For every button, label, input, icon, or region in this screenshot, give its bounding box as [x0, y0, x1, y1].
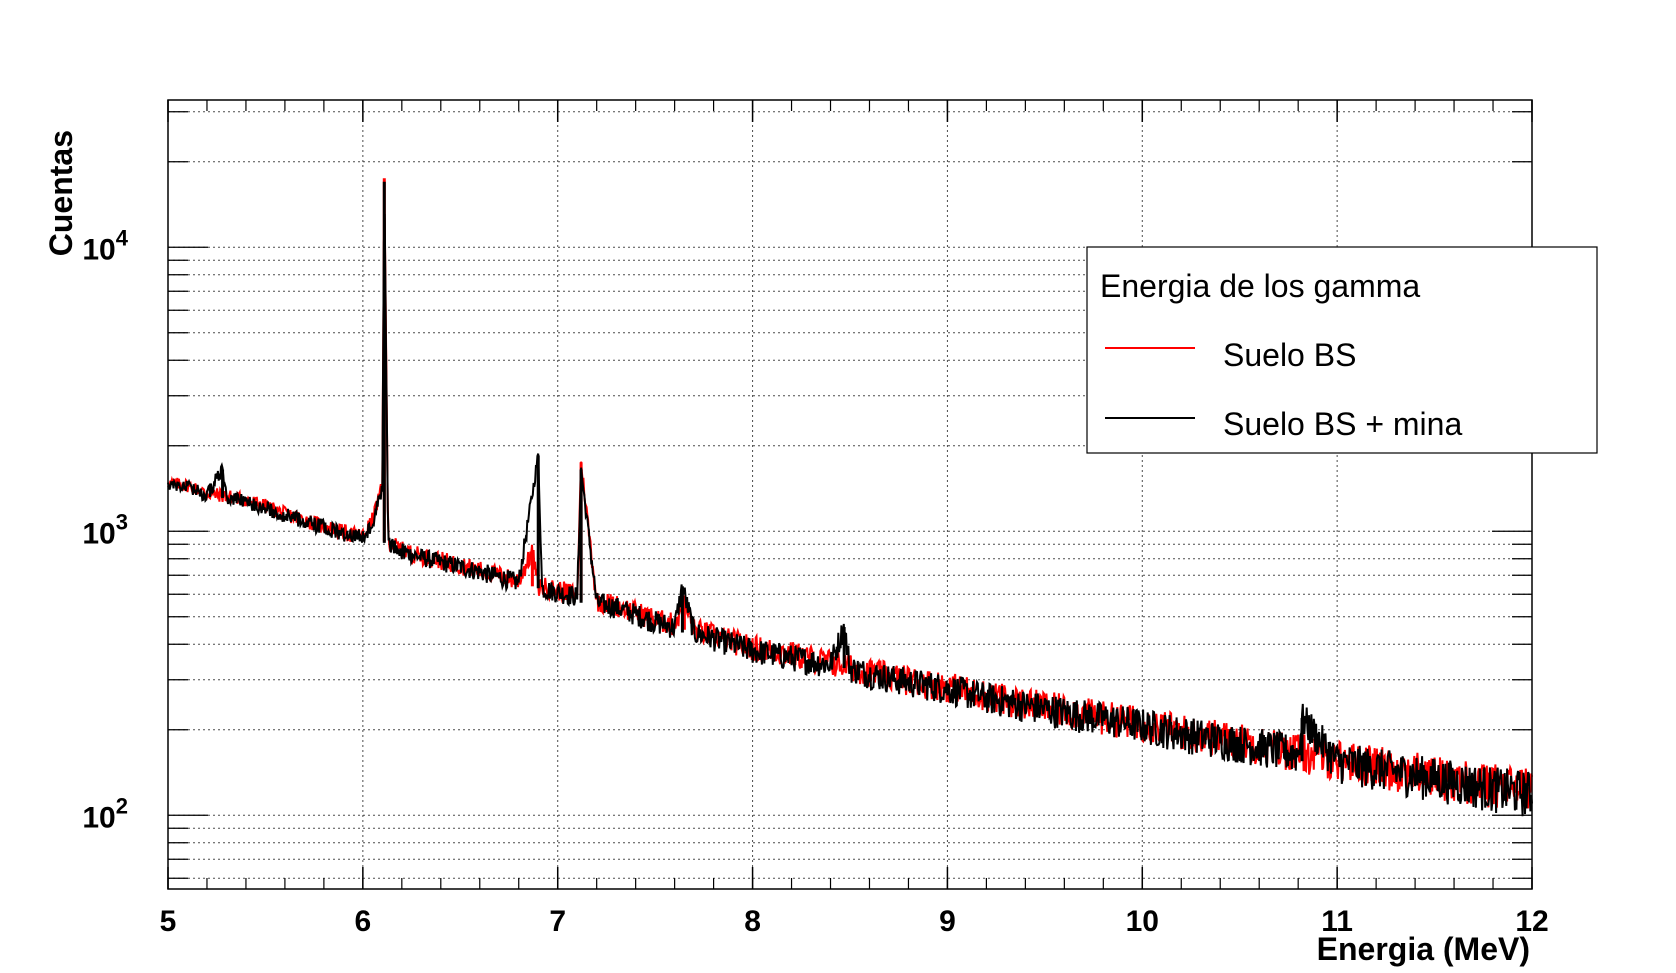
- x-tick-label: 6: [355, 905, 372, 938]
- x-tick-label: 10: [1126, 905, 1159, 938]
- x-tick-label: 11: [1321, 905, 1353, 938]
- legend-entry-suelo-bs: Suelo BS: [1223, 337, 1356, 373]
- x-tick-labels: 5 6 7 8 9 10 11 12: [160, 905, 1549, 938]
- x-tick-label: 9: [939, 905, 956, 938]
- y-tick-label: 102: [82, 793, 128, 834]
- x-tick-label: 8: [744, 905, 761, 938]
- x-tick-label: 5: [160, 905, 177, 938]
- series-line-suelo-bs: [167, 217, 1533, 809]
- x-axis-title: Energia (MeV): [1317, 931, 1530, 967]
- x-tick-label: 7: [549, 905, 566, 938]
- y-tick-label: 104: [82, 225, 128, 266]
- legend-title: Energia de los gamma: [1100, 268, 1420, 304]
- legend: Energia de los gamma Suelo BS Suelo BS +…: [1086, 246, 1598, 454]
- legend-entry-suelo-bs-mina: Suelo BS + mina: [1223, 406, 1462, 442]
- y-tick-labels: 102 103 104: [82, 225, 128, 834]
- x-tick-label: 12: [1515, 905, 1548, 938]
- y-tick-label: 103: [82, 509, 128, 550]
- series-layer: [167, 178, 1533, 817]
- plot-frame: [167, 99, 1533, 890]
- series-line-suelo-bs-mina: [167, 213, 1533, 817]
- y-axis-title: Cuentas: [43, 130, 79, 256]
